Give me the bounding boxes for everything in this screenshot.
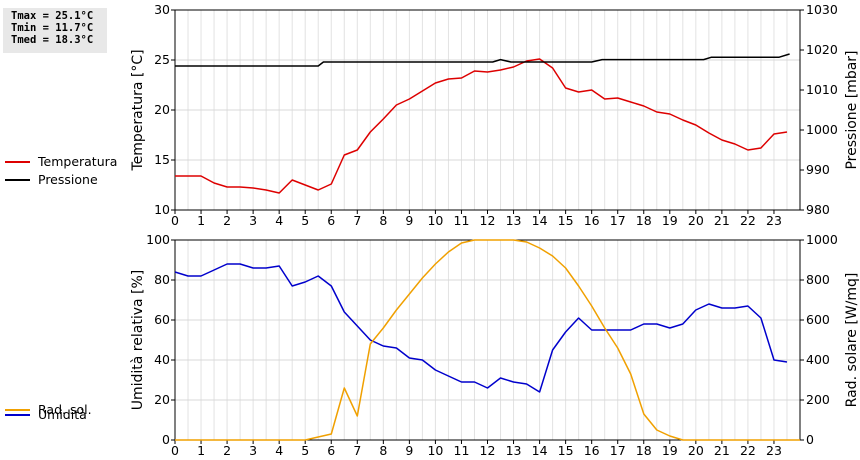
x-tick-label: 17 <box>610 213 626 228</box>
y-right-tick-label: 1010 <box>806 82 838 97</box>
y-left-tick-label: 100 <box>146 232 170 247</box>
x-tick-label: 3 <box>249 443 257 458</box>
x-tick-label: 4 <box>275 443 283 458</box>
x-tick-label: 7 <box>353 213 361 228</box>
x-tick-label: 22 <box>740 213 756 228</box>
legend-label: Umidità <box>38 407 87 422</box>
x-tick-label: 5 <box>301 213 309 228</box>
x-tick-label: 5 <box>301 443 309 458</box>
y-left-axis-label: Temperatura [°C] <box>130 49 146 171</box>
y-right-tick-label: 400 <box>806 352 830 367</box>
legend-label: Rad. sol. <box>38 402 92 417</box>
y-left-tick-label: 0 <box>162 432 170 447</box>
y-left-tick-label: 30 <box>154 2 170 17</box>
series-line-umidit <box>174 263 788 393</box>
x-tick-label: 9 <box>405 213 413 228</box>
y-right-tick-label: 200 <box>806 392 830 407</box>
x-tick-label: 0 <box>171 443 179 458</box>
x-tick-label: 13 <box>506 443 522 458</box>
chart-panel-2: 0 1 2 3 4 5 6 7 8 9 10 11 12 13 14 15 16 17 18 19 20 21 22 2302… <box>5 232 860 458</box>
x-tick-label: 16 <box>584 443 600 458</box>
x-tick-label: 7 <box>353 443 361 458</box>
x-tick-label: 10 <box>427 213 443 228</box>
x-tick-label: 18 <box>636 213 652 228</box>
x-tick-label: 11 <box>454 213 470 228</box>
x-tick-label: 12 <box>480 443 496 458</box>
y-right-tick-label: 990 <box>806 162 830 177</box>
x-tick-label: 17 <box>610 443 626 458</box>
y-left-tick-label: 40 <box>154 352 170 367</box>
y-left-tick-label: 10 <box>154 202 170 217</box>
x-tick-label: 23 <box>766 213 782 228</box>
x-tick-label: 20 <box>688 213 704 228</box>
x-tick-label: 21 <box>714 213 730 228</box>
x-tick-label: 3 <box>249 213 257 228</box>
tmed-text: Tmed = 18.3°C <box>11 34 94 46</box>
legend-label: Temperatura <box>37 154 117 169</box>
x-tick-label: 11 <box>454 443 470 458</box>
x-tick-label: 20 <box>688 443 704 458</box>
y-left-tick-label: 25 <box>154 52 170 67</box>
x-tick-label: 8 <box>379 443 387 458</box>
x-tick-label: 8 <box>379 213 387 228</box>
series-line-rad-sol <box>175 239 800 441</box>
tmax-text: Tmax = 25.1°C <box>11 10 94 22</box>
y-right-tick-label: 1030 <box>806 2 838 17</box>
x-tick-label: 14 <box>532 443 548 458</box>
tmin-text: Tmin = 11.7°C <box>11 22 94 34</box>
y-right-tick-label: 1000 <box>806 232 838 247</box>
series-line-temperatura <box>175 58 788 194</box>
x-tick-label: 18 <box>636 443 652 458</box>
x-tick-label: 6 <box>327 213 335 228</box>
x-tick-label: 1 <box>197 443 205 458</box>
y-right-tick-label: 980 <box>806 202 830 217</box>
x-tick-label: 21 <box>714 443 730 458</box>
y-left-tick-label: 20 <box>154 102 170 117</box>
series-line-pressione <box>175 53 790 67</box>
y-left-tick-label: 80 <box>154 272 170 287</box>
y-right-axis-label: Pressione [mbar] <box>844 50 860 169</box>
x-tick-label: 15 <box>558 213 574 228</box>
x-tick-label: 6 <box>327 443 335 458</box>
x-tick-label: 22 <box>740 443 756 458</box>
y-right-tick-label: 800 <box>806 272 830 287</box>
y-right-axis-label: Rad. solare [W/mq] <box>844 273 860 408</box>
y-left-axis-label: Umidità relativa [%] <box>130 270 146 411</box>
x-tick-label: 13 <box>506 213 522 228</box>
legend-label: Pressione <box>38 172 98 187</box>
x-tick-label: 19 <box>662 443 678 458</box>
stats-box: Tmax = 25.1°C Tmin = 11.7°C Tmed = 18.3°… <box>3 8 107 53</box>
y-right-tick-label: 1000 <box>806 122 838 137</box>
chart-panel-1: 0 1 2 3 4 5 6 7 8 9 10 11 12 13 14 15 16 17 18 19 20 21 22 2310… <box>5 2 860 228</box>
x-tick-label: 15 <box>558 443 574 458</box>
x-tick-label: 23 <box>766 443 782 458</box>
x-tick-label: 4 <box>275 213 283 228</box>
y-left-tick-label: 15 <box>154 152 170 167</box>
y-left-tick-label: 60 <box>154 312 170 327</box>
x-tick-label: 2 <box>223 213 231 228</box>
y-left-tick-label: 20 <box>154 392 170 407</box>
y-right-tick-label: 0 <box>806 432 814 447</box>
x-tick-label: 19 <box>662 213 678 228</box>
x-tick-label: 12 <box>480 213 496 228</box>
x-tick-label: 9 <box>405 443 413 458</box>
y-right-tick-label: 1020 <box>806 42 838 57</box>
x-tick-label: 14 <box>532 213 548 228</box>
x-tick-label: 10 <box>427 443 443 458</box>
y-right-tick-label: 600 <box>806 312 830 327</box>
x-tick-label: 0 <box>171 213 179 228</box>
x-tick-label: 1 <box>197 213 205 228</box>
x-tick-label: 16 <box>584 213 600 228</box>
x-tick-label: 2 <box>223 443 231 458</box>
